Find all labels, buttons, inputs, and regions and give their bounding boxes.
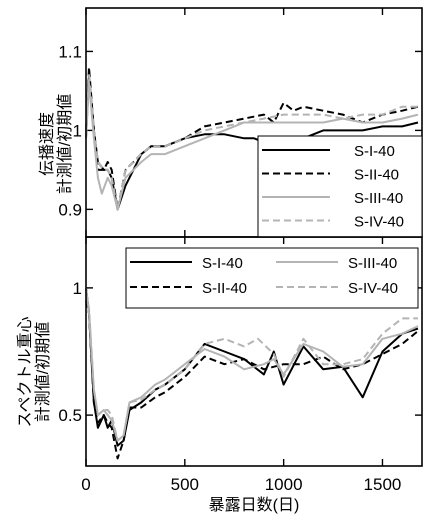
- top-legend-label: S-IV-40: [354, 214, 404, 231]
- bottom-xtick-label: 1000: [265, 475, 303, 494]
- top-legend: S-I-40 S-II-40 S-III-40 S-IV-40: [257, 135, 423, 238]
- bottom-legend: S-I-40 S-III-40 S-II-40 S-IV-40: [125, 247, 419, 309]
- panel-top: 伝播速度 計測値/初期値 0.9 1 1.1 S-I-40 S-II-40 S-III-…: [38, 7, 423, 238]
- panel-bottom: スペクトル重心 計測値/初期値 0.51 0 500 1000 1500 S-I-40…: [16, 236, 423, 514]
- bottom-legend-label: S-IV-40: [348, 280, 398, 297]
- bottom-xlabel: 暴露日数(日): [209, 496, 300, 514]
- bottom-ytick-label: 0.5: [58, 406, 82, 425]
- bottom-xtick-label: 500: [171, 475, 199, 494]
- top-ytick-label: 0.9: [58, 200, 82, 219]
- top-ytick-label: 1: [73, 121, 82, 140]
- bottom-legend-box: [125, 247, 419, 309]
- top-legend-label: S-II-40: [354, 167, 399, 184]
- top-ylabel-line1: 伝播速度: [38, 112, 56, 176]
- bottom-series: [85, 287, 419, 460]
- bottom-series-line-S-III-40: [85, 287, 419, 442]
- bottom-plot-frame: [85, 236, 423, 467]
- bottom-legend-label: S-III-40: [348, 255, 397, 272]
- top-series: [85, 66, 419, 211]
- top-legend-label: S-I-40: [354, 143, 395, 160]
- bottom-series-line-S-II-40: [85, 300, 419, 460]
- bottom-legend-label: S-II-40: [202, 280, 247, 297]
- top-ylabel-line2: 計測値/初期値: [56, 94, 74, 194]
- bottom-legend-label: S-I-40: [202, 255, 243, 272]
- bottom-series-line-S-IV-40: [85, 292, 418, 442]
- bottom-ylabel-line2: 計測値/初期値: [34, 322, 52, 422]
- top-series-line-S-IV-40: [85, 74, 418, 211]
- bottom-ytick-label: 1: [73, 279, 82, 298]
- top-ytick-label: 1.1: [58, 42, 82, 61]
- bottom-xtick-label: 0: [81, 475, 90, 494]
- top-legend-label: S-III-40: [354, 190, 403, 207]
- bottom-xtick-label: 1500: [364, 475, 402, 494]
- bottom-ylabel-line1: スペクトル重心: [16, 317, 34, 428]
- bottom-yticks: 0.51: [58, 279, 422, 425]
- top-series-line-S-II-40: [85, 66, 419, 211]
- top-series-line-S-III-40: [85, 82, 419, 211]
